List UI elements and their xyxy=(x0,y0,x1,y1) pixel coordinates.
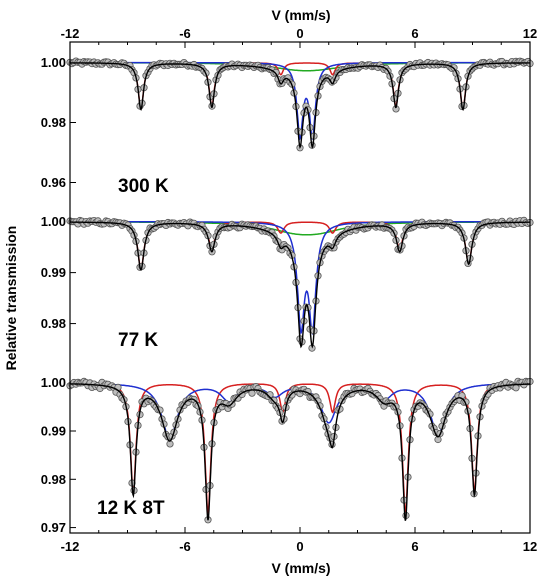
y-tick-label: 0.99 xyxy=(41,423,66,438)
temperature-label: 77 K xyxy=(118,330,158,351)
y-tick-label: 0.98 xyxy=(41,115,66,130)
x-tick-label-top: -6 xyxy=(179,26,191,41)
y-tick-label: 1.00 xyxy=(41,375,66,390)
y-tick-label: 1.00 xyxy=(41,55,66,70)
total-fit-curve xyxy=(70,221,530,349)
sextet-component-curve xyxy=(70,382,531,514)
y-tick-label: 1.00 xyxy=(41,214,66,229)
total-fit-curve xyxy=(70,62,530,150)
x-tick-label-bottom: -6 xyxy=(179,539,191,554)
y-tick-label: 0.96 xyxy=(41,175,66,190)
x-tick-label-bottom: 0 xyxy=(296,539,303,554)
x-axis-title-bottom: V (mm/s) xyxy=(271,560,330,576)
x-tick-label-top: 6 xyxy=(411,26,418,41)
y-tick-label: 0.97 xyxy=(41,520,66,535)
y-tick-label: 0.99 xyxy=(41,265,66,280)
data-point xyxy=(272,68,280,77)
x-tick-label-top: -12 xyxy=(61,26,80,41)
panels-group: 1.00 0.98 0.96 300 K 1.00 0.99 0.98 77 K 1.00 0.9… xyxy=(41,55,534,535)
x-tick-label-bottom: 6 xyxy=(411,539,418,554)
total-fit-curve xyxy=(70,383,530,521)
panel-1: 1.00 0.98 0.96 300 K xyxy=(41,55,534,197)
panel-2: 1.00 0.99 0.98 77 K xyxy=(41,214,534,352)
y-axis-title: Relative transmission xyxy=(3,226,19,371)
x-axis-title-top: V (mm/s) xyxy=(271,7,330,23)
y-tick-label: 0.98 xyxy=(41,472,66,487)
data-point xyxy=(248,389,256,397)
y-tick-label: 0.98 xyxy=(41,316,66,331)
temperature-label: 12 K 8T xyxy=(97,498,165,519)
x-tick-label-bottom: 12 xyxy=(523,539,537,554)
temperature-label: 300 K xyxy=(118,176,169,197)
x-tick-label-top: 0 xyxy=(296,26,303,41)
x-tick-label-bottom: -12 xyxy=(61,539,80,554)
x-axis-ticks: -12 -12 -6 -6 0 0 6 6 12 12 xyxy=(61,26,538,554)
doublet-component-curve xyxy=(70,61,530,141)
x-tick-label-top: 12 xyxy=(523,26,537,41)
panel-3: 1.00 0.99 0.98 0.97 12 K 8T xyxy=(41,375,534,535)
